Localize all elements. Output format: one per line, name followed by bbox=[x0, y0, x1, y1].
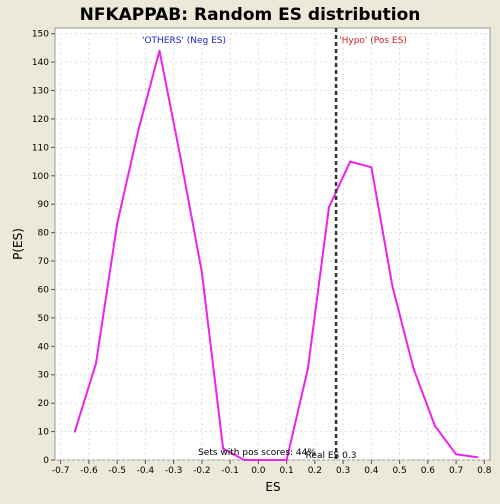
neg-es-label: 'OTHERS' (Neg ES) bbox=[142, 36, 226, 46]
data-point bbox=[455, 453, 458, 456]
plot-area bbox=[54, 27, 491, 461]
pos-scores-annotation: Sets with pos scores: 44% bbox=[198, 448, 316, 458]
y-tick-label: 10 bbox=[38, 428, 50, 438]
y-tick-label: 140 bbox=[32, 58, 49, 68]
x-tick-label: 0.3 bbox=[336, 466, 350, 476]
x-tick-label: -0.7 bbox=[52, 466, 70, 476]
real-es-annotation: Real ES 0.3 bbox=[306, 451, 357, 461]
y-axis-title: P(ES) bbox=[11, 228, 25, 260]
y-tick-label: 110 bbox=[32, 143, 49, 153]
x-tick-label: 0.5 bbox=[392, 466, 406, 476]
x-tick-label: -0.1 bbox=[221, 466, 239, 476]
x-tick-label: 0.0 bbox=[251, 466, 266, 476]
y-tick-label: 130 bbox=[32, 87, 49, 97]
chart-title: NFKAPPAB: Random ES distribution bbox=[80, 5, 421, 25]
x-tick-label: 0.6 bbox=[421, 466, 436, 476]
x-tick-label: -0.6 bbox=[80, 466, 98, 476]
y-tick-label: 100 bbox=[32, 172, 49, 182]
x-tick-label: 0.2 bbox=[308, 466, 322, 476]
x-tick-label: 0.7 bbox=[449, 466, 463, 476]
grid-lines bbox=[55, 28, 490, 461]
data-point bbox=[158, 49, 161, 52]
pos-es-label: 'Hypo' (Pos ES) bbox=[339, 36, 407, 46]
data-point bbox=[73, 430, 76, 433]
data-point bbox=[137, 129, 140, 132]
y-tick-label: 90 bbox=[38, 200, 50, 210]
data-point bbox=[391, 285, 394, 288]
y-tick-label: 0 bbox=[43, 456, 49, 466]
axes: -0.7 -0.6 -0.5 -0.4 -0.3 -0.2 -0.1 0.0 0.1 0.2 0.3… bbox=[32, 30, 492, 476]
x-axis-title: ES bbox=[265, 480, 280, 494]
y-tick-label: 20 bbox=[38, 399, 50, 409]
data-point bbox=[306, 368, 309, 371]
data-point bbox=[116, 223, 119, 226]
x-tick-label: 0.8 bbox=[477, 466, 492, 476]
data-point bbox=[222, 447, 225, 450]
x-tick-label: -0.2 bbox=[193, 466, 211, 476]
y-tick-label: 30 bbox=[38, 371, 50, 381]
y-tick-label: 120 bbox=[32, 115, 49, 125]
data-point bbox=[412, 368, 415, 371]
x-tick-label: -0.4 bbox=[137, 466, 155, 476]
data-point bbox=[243, 459, 246, 461]
data-point bbox=[476, 456, 479, 459]
y-tick-label: 40 bbox=[38, 342, 50, 352]
data-point bbox=[285, 459, 288, 461]
series-line bbox=[73, 49, 478, 461]
y-tick-label: 80 bbox=[38, 229, 50, 239]
y-tick-label: 150 bbox=[32, 30, 49, 40]
data-point bbox=[94, 362, 97, 365]
y-tick-label: 60 bbox=[38, 285, 50, 295]
x-tick-label: 0.1 bbox=[279, 466, 293, 476]
series-layer bbox=[73, 49, 479, 461]
x-tick-label: -0.5 bbox=[108, 466, 126, 476]
data-point bbox=[349, 160, 352, 163]
x-tick-label: -0.3 bbox=[165, 466, 183, 476]
data-point bbox=[433, 424, 436, 427]
data-point bbox=[327, 206, 330, 209]
data-point bbox=[370, 166, 373, 169]
data-point bbox=[179, 157, 182, 160]
x-tick-label: 0.4 bbox=[364, 466, 379, 476]
y-tick-label: 50 bbox=[38, 314, 50, 324]
data-point bbox=[264, 459, 267, 461]
y-tick-label: 70 bbox=[38, 257, 50, 267]
data-point bbox=[200, 271, 203, 274]
